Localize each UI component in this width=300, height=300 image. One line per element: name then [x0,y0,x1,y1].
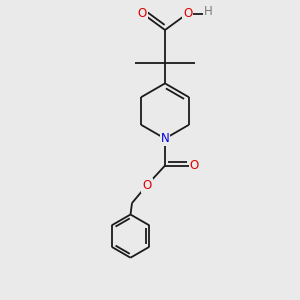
Text: O: O [190,159,199,172]
Text: O: O [142,178,152,192]
Text: O: O [138,7,147,20]
Text: H: H [204,5,213,19]
Text: N: N [160,132,169,145]
Text: O: O [183,7,192,20]
